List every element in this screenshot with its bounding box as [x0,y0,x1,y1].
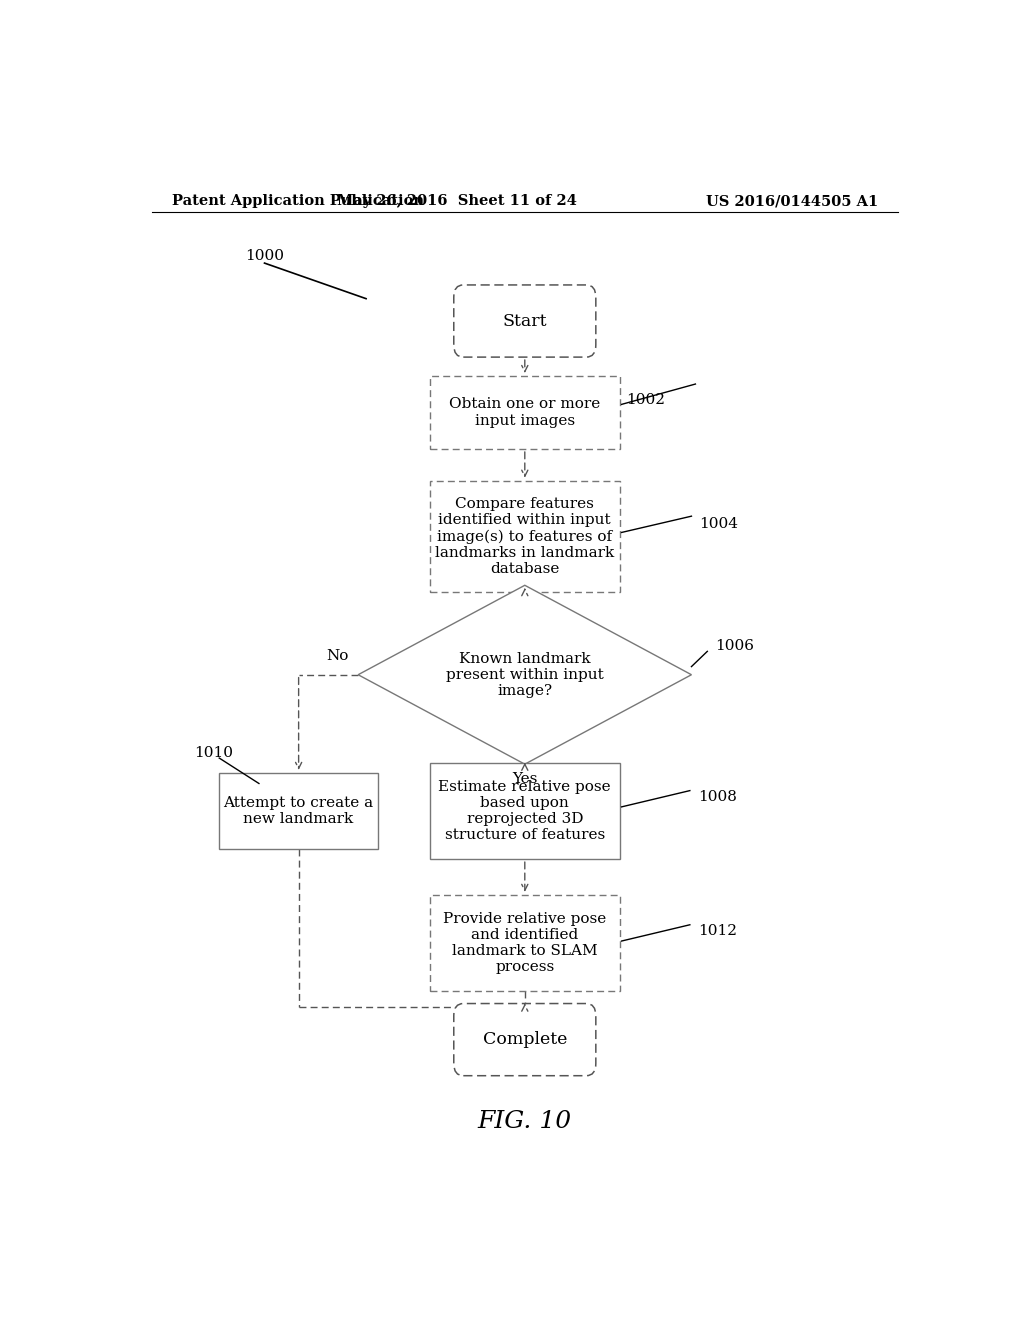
Text: Start: Start [503,313,547,330]
Bar [430,376,621,449]
Polygon shape [358,585,691,764]
Text: Complete: Complete [482,1031,567,1048]
Text: Estimate relative pose
based upon
reprojected 3D
structure of features: Estimate relative pose based upon reproj… [438,780,611,842]
Text: Provide relative pose
and identified
landmark to SLAM
process: Provide relative pose and identified lan… [443,912,606,974]
Text: 1012: 1012 [697,924,737,939]
Text: 1008: 1008 [697,789,736,804]
Text: Yes: Yes [512,772,538,787]
Text: 1006: 1006 [715,639,755,653]
Text: Obtain one or more
input images: Obtain one or more input images [450,397,600,428]
Text: 1002: 1002 [627,393,666,408]
Text: May 26, 2016  Sheet 11 of 24: May 26, 2016 Sheet 11 of 24 [337,194,578,209]
Bar [430,895,621,991]
FancyBboxPatch shape [454,285,596,358]
Text: FIG. 10: FIG. 10 [478,1110,571,1134]
Bar [219,772,378,849]
Text: Attempt to create a
new landmark: Attempt to create a new landmark [223,796,374,826]
Text: US 2016/0144505 A1: US 2016/0144505 A1 [706,194,878,209]
Bar [430,763,621,859]
FancyBboxPatch shape [454,1003,596,1076]
Text: 1004: 1004 [699,517,738,532]
Text: Patent Application Publication: Patent Application Publication [172,194,424,209]
Text: Compare features
identified within input
image(s) to features of
landmarks in la: Compare features identified within input… [435,496,614,576]
Bar [430,480,621,593]
Text: No: No [327,649,348,664]
Text: 1000: 1000 [246,249,285,263]
Text: Known landmark
present within input
image?: Known landmark present within input imag… [445,652,604,698]
Text: 1010: 1010 [194,746,232,760]
